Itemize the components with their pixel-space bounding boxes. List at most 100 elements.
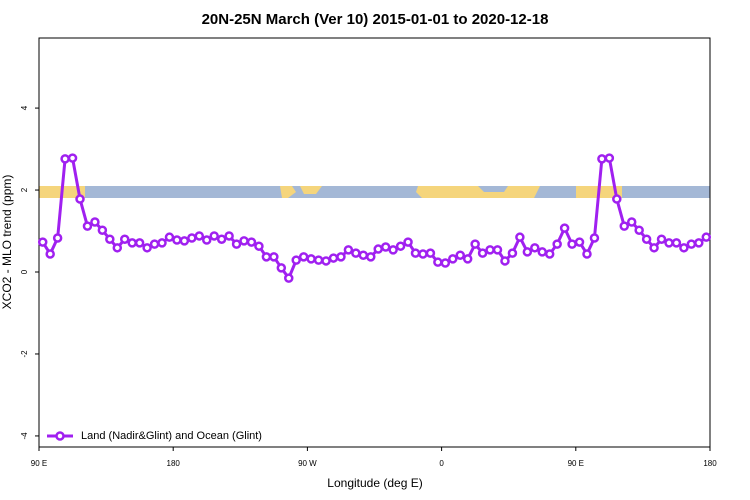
y-tick-label: 0 bbox=[20, 269, 29, 274]
legend-marker bbox=[55, 431, 65, 441]
data-point bbox=[634, 225, 644, 235]
data-point bbox=[567, 239, 577, 249]
data-point bbox=[82, 221, 93, 231]
data-point bbox=[45, 249, 55, 259]
data-point bbox=[373, 244, 383, 254]
data-point bbox=[216, 234, 227, 244]
data-point bbox=[462, 254, 473, 264]
data-point bbox=[626, 217, 637, 227]
data-point bbox=[276, 263, 287, 273]
data-point bbox=[485, 245, 495, 255]
data-point bbox=[358, 250, 369, 260]
data-point bbox=[679, 243, 689, 253]
x-axis-label: Longitude (deg E) bbox=[327, 476, 422, 490]
data-point bbox=[500, 256, 510, 266]
data-point bbox=[544, 249, 555, 259]
data-point bbox=[127, 238, 137, 248]
data-point bbox=[433, 257, 443, 267]
data-point bbox=[701, 232, 712, 242]
data-point bbox=[105, 234, 115, 244]
data-point bbox=[656, 234, 667, 244]
data-point bbox=[37, 237, 48, 247]
data-point bbox=[470, 239, 480, 249]
x-tick-label: 180 bbox=[703, 459, 717, 468]
data-point bbox=[664, 238, 674, 248]
data-point bbox=[612, 194, 622, 204]
data-point bbox=[515, 232, 525, 242]
data-point bbox=[119, 234, 130, 244]
data-point bbox=[559, 223, 570, 233]
data-point bbox=[366, 252, 376, 262]
data-point bbox=[410, 248, 421, 258]
data-point bbox=[425, 248, 436, 258]
data-point bbox=[90, 217, 100, 227]
data-point bbox=[418, 249, 428, 259]
data-point bbox=[448, 254, 458, 264]
data-point bbox=[187, 233, 197, 243]
x-tick-label: 90 W bbox=[298, 459, 317, 468]
data-point bbox=[388, 245, 398, 255]
data-point bbox=[477, 248, 488, 258]
chart-title: 20N-25N March (Ver 10) 2015-01-01 to 202… bbox=[202, 11, 549, 28]
data-point bbox=[351, 248, 361, 258]
data-point bbox=[574, 237, 585, 247]
data-point bbox=[537, 247, 547, 257]
data-point bbox=[149, 239, 160, 249]
data-point bbox=[179, 236, 190, 246]
data-point bbox=[380, 242, 391, 252]
data-point bbox=[604, 153, 615, 163]
data-point bbox=[261, 252, 272, 262]
data-point bbox=[649, 243, 659, 253]
x-tick-label: 0 bbox=[439, 459, 444, 468]
data-point bbox=[239, 236, 249, 246]
x-tick-label: 90 E bbox=[568, 459, 584, 468]
data-point bbox=[343, 245, 354, 255]
data-point bbox=[269, 252, 279, 262]
data-point bbox=[60, 154, 70, 164]
data-point bbox=[507, 248, 518, 258]
data-point bbox=[530, 243, 540, 253]
y-axis-label: XCO2 - MLO trend (ppm) bbox=[0, 175, 14, 310]
data-point bbox=[522, 247, 533, 257]
data-point bbox=[298, 252, 309, 262]
data-point bbox=[224, 231, 234, 241]
y-tick-label: -2 bbox=[20, 350, 29, 358]
x-tick-label: 180 bbox=[167, 459, 181, 468]
data-point bbox=[52, 233, 63, 243]
data-point bbox=[202, 235, 212, 245]
data-point bbox=[403, 237, 413, 247]
data-point bbox=[671, 238, 682, 248]
data-point bbox=[440, 258, 451, 268]
data-point bbox=[231, 239, 242, 249]
data-point bbox=[172, 235, 182, 245]
data-point bbox=[306, 254, 316, 264]
data-point bbox=[395, 241, 406, 251]
y-tick-label: 2 bbox=[20, 187, 29, 192]
data-point bbox=[686, 239, 697, 249]
data-point bbox=[328, 253, 339, 263]
data-point bbox=[641, 234, 652, 244]
y-tick-label: -4 bbox=[20, 432, 29, 440]
series-line bbox=[41, 156, 708, 282]
data-point bbox=[67, 153, 78, 163]
data-point bbox=[313, 255, 324, 265]
data-point bbox=[134, 238, 145, 248]
data-point bbox=[589, 233, 600, 243]
data-point bbox=[112, 243, 123, 253]
data-point bbox=[582, 249, 592, 259]
data-point bbox=[619, 221, 630, 231]
data-point bbox=[552, 239, 562, 249]
y-tick-label: 4 bbox=[20, 105, 29, 110]
data-point bbox=[209, 231, 219, 241]
data-point bbox=[291, 255, 301, 265]
data-point bbox=[75, 194, 85, 204]
data-point bbox=[284, 273, 294, 283]
data-point bbox=[455, 250, 465, 260]
data-point bbox=[157, 238, 167, 248]
data-point bbox=[142, 243, 152, 253]
data-point bbox=[254, 241, 264, 251]
data-point bbox=[246, 237, 257, 247]
data-point bbox=[97, 225, 108, 235]
data-point bbox=[194, 231, 205, 241]
